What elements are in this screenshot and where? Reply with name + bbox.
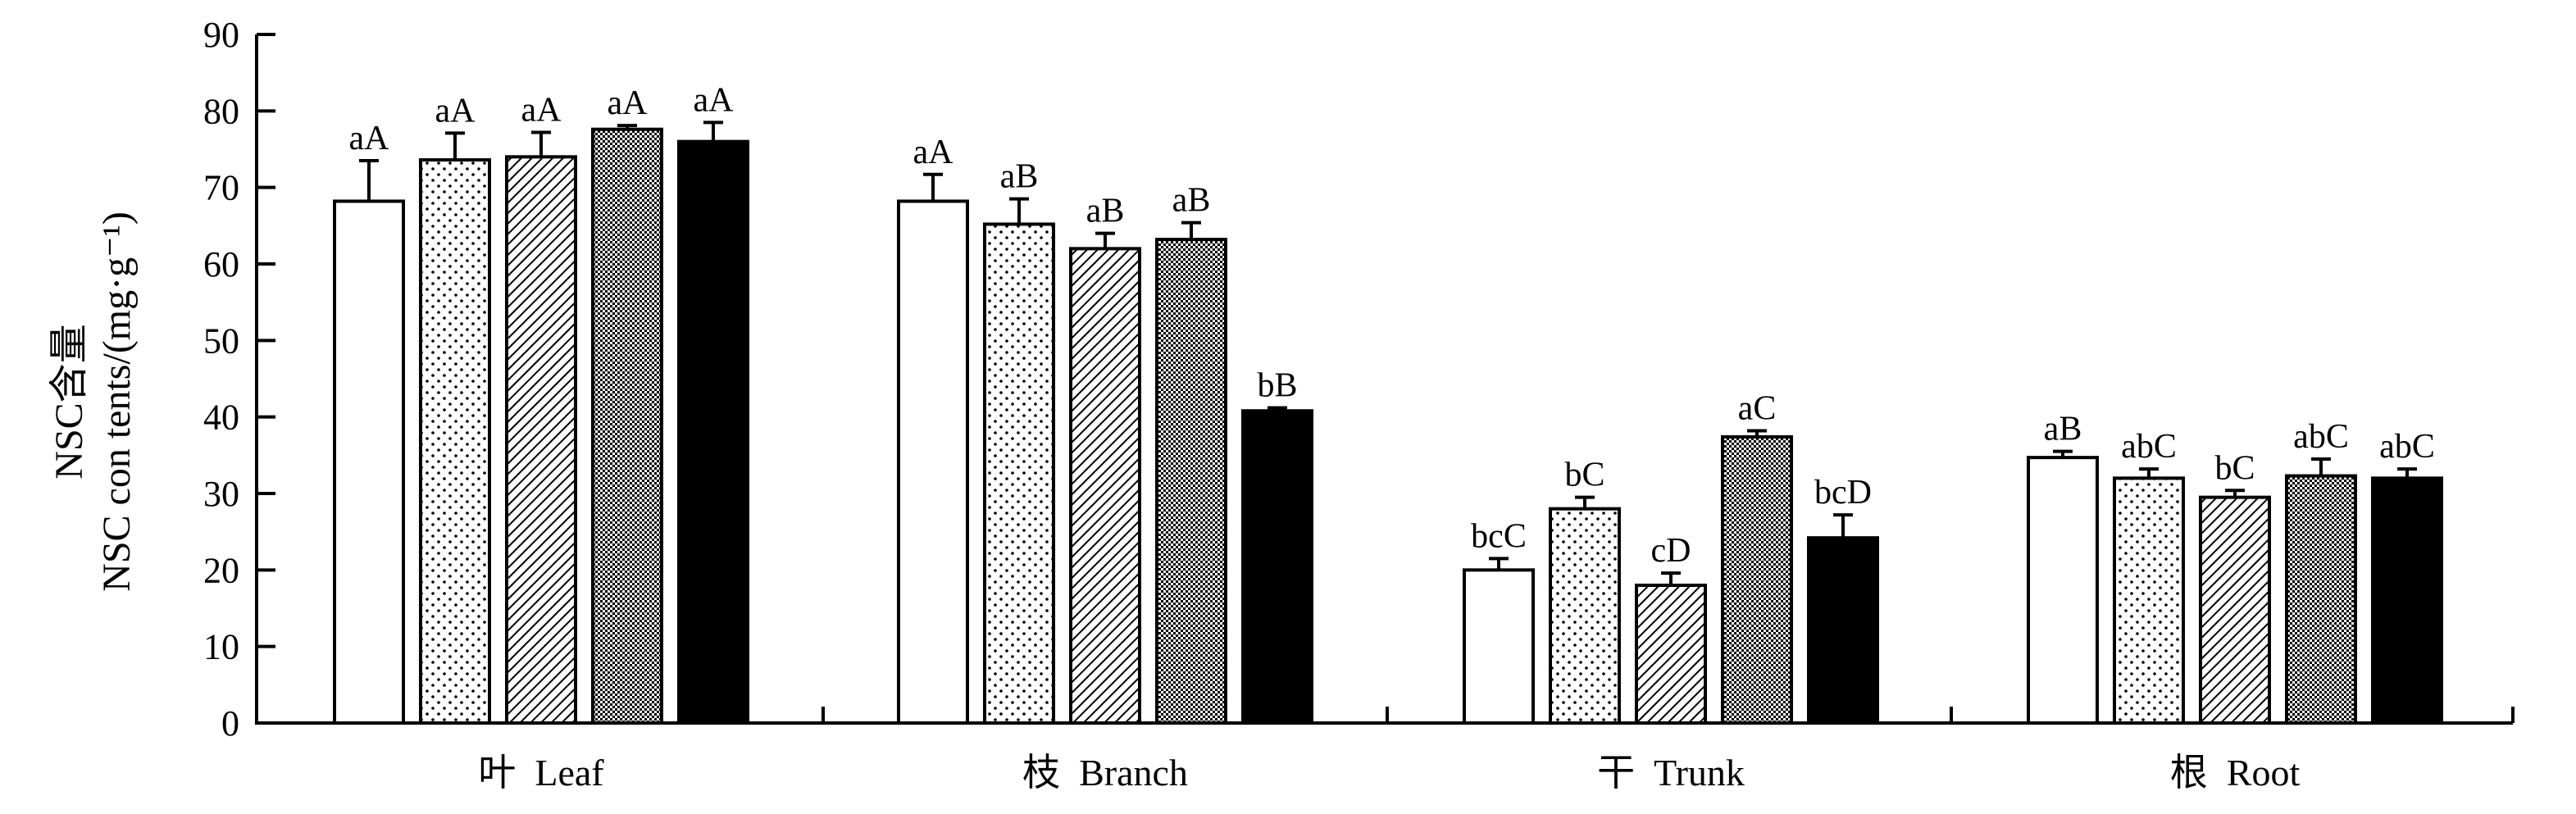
bar bbox=[677, 139, 749, 725]
data-label: bC bbox=[1564, 457, 1604, 494]
x-tick-label: 根 Root bbox=[2170, 752, 2301, 794]
bar bbox=[897, 199, 969, 725]
y-tick-label: 70 bbox=[203, 168, 239, 208]
x-ticks bbox=[821, 707, 2515, 723]
x-tick-label: 叶 Leaf bbox=[478, 752, 604, 794]
bar bbox=[1155, 238, 1227, 725]
bar bbox=[2285, 474, 2357, 725]
data-label: cD bbox=[1651, 532, 1691, 570]
bar bbox=[1241, 409, 1313, 725]
data-label: abC bbox=[2379, 428, 2435, 466]
data-label: bcD bbox=[1814, 474, 1872, 512]
data-label: aB bbox=[1000, 158, 1039, 196]
x-tick-label: 干 Trunk bbox=[1597, 752, 1745, 794]
data-label: bB bbox=[1257, 366, 1297, 404]
y-tick-label: 60 bbox=[203, 244, 239, 284]
bar bbox=[983, 222, 1055, 725]
data-label: aA bbox=[913, 134, 954, 171]
y-tick-label: 40 bbox=[203, 398, 239, 438]
y-tick-label: 0 bbox=[221, 703, 239, 744]
data-label: abC bbox=[2293, 418, 2349, 456]
error-bars bbox=[359, 121, 2417, 585]
y-ticks: 0 10 20 30 40 50 60 70 80 90 bbox=[203, 15, 275, 744]
bar bbox=[1069, 247, 1141, 725]
data-label: aB bbox=[2044, 411, 2082, 448]
bar bbox=[591, 127, 663, 725]
bar bbox=[1463, 568, 1535, 725]
bar bbox=[2027, 456, 2099, 725]
bar bbox=[2371, 476, 2443, 725]
y-tick-label: 10 bbox=[203, 627, 239, 667]
data-label: aA bbox=[349, 120, 390, 157]
bar bbox=[2113, 476, 2185, 725]
bars bbox=[333, 127, 2443, 725]
y-tick-label: 80 bbox=[203, 91, 239, 131]
bar bbox=[419, 158, 491, 725]
data-label: aA bbox=[521, 91, 562, 129]
y-tick-label: 90 bbox=[203, 15, 239, 55]
data-label: aB bbox=[1086, 193, 1125, 230]
x-tick-label: 枝 Branch bbox=[1022, 752, 1188, 794]
y-tick-label: 50 bbox=[203, 321, 239, 361]
data-label: aA bbox=[694, 81, 735, 119]
data-label: bC bbox=[2214, 449, 2255, 487]
bar bbox=[333, 199, 405, 725]
bar bbox=[1635, 584, 1707, 725]
data-label: abC bbox=[2121, 428, 2177, 466]
data-label: aA bbox=[435, 92, 476, 130]
y-axis-title-line2: NSC con tents/(mg·g⁻¹) bbox=[95, 211, 139, 592]
bar bbox=[1721, 434, 1793, 725]
y-tick-label: 30 bbox=[203, 474, 239, 514]
data-label: aA bbox=[608, 84, 649, 122]
data-label: aB bbox=[1172, 182, 1211, 220]
bar bbox=[2199, 495, 2271, 725]
y-tick-label: 20 bbox=[203, 550, 239, 590]
bar bbox=[1549, 507, 1621, 725]
significance-labels: aA aA aA aA aA aA aB aB aB bB bcC bC cD aC bcD aB abC bC a… bbox=[349, 81, 2435, 570]
data-label: aC bbox=[1738, 389, 1777, 427]
bar bbox=[505, 155, 577, 725]
bar bbox=[1807, 536, 1879, 725]
data-label: bcC bbox=[1471, 517, 1527, 555]
category-labels: 叶 Leaf 枝 Branch 干 Trunk 根 Root bbox=[478, 752, 2300, 794]
y-axis-title-line1: NSC含量 bbox=[48, 324, 91, 479]
y-axis-title: NSC含量 NSC con tents/(mg·g⁻¹) bbox=[48, 211, 139, 592]
